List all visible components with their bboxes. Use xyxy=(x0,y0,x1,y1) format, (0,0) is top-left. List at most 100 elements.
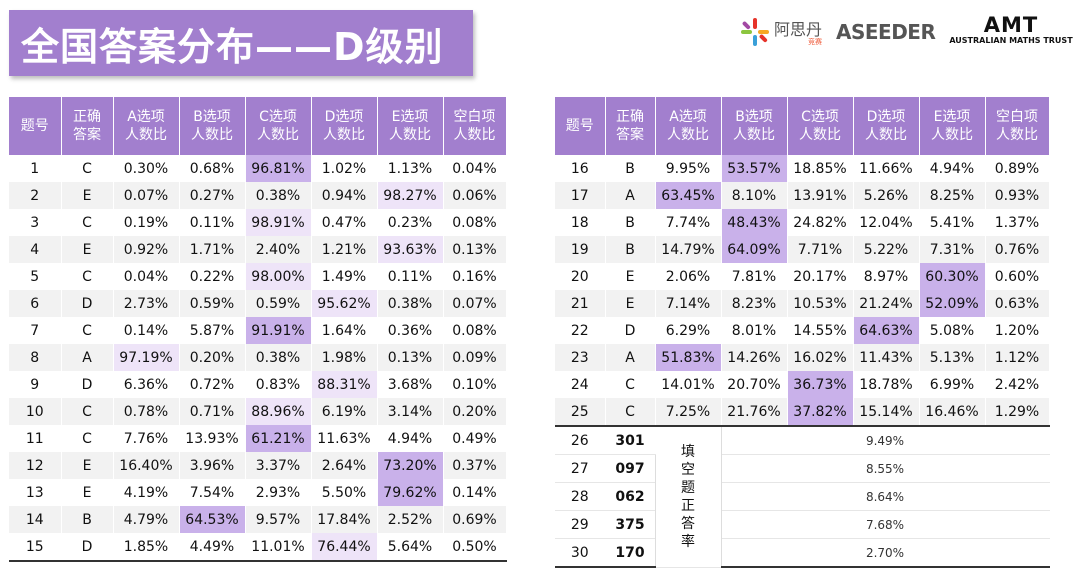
column-header-line: 题号 xyxy=(565,118,594,134)
fill-in-label-char: 答 xyxy=(681,515,695,532)
blank-percent: 0.07% xyxy=(443,290,507,317)
column-header-line: 人数比 xyxy=(191,127,233,143)
correct-answer: E xyxy=(605,290,656,317)
option-e-percent: 73.20% xyxy=(377,452,444,479)
option-c-percent: 11.01% xyxy=(245,533,312,562)
table-row: 19 B 14.79% 64.09% 7.71% 5.22% 7.31% 0.76% xyxy=(555,236,1050,263)
option-c-percent: 3.37% xyxy=(245,452,312,479)
column-header: 正确 答案 xyxy=(61,97,114,155)
option-c-percent: 91.91% xyxy=(245,317,312,344)
option-e-percent: 52.09% xyxy=(919,290,986,317)
column-header: E选项 人数比 xyxy=(919,97,986,155)
option-e-percent: 0.11% xyxy=(377,263,444,290)
option-c-percent: 36.73% xyxy=(787,371,854,398)
option-e-percent: 0.36% xyxy=(377,317,444,344)
table-row: 7 C 0.14% 5.87% 91.91% 1.64% 0.36% 0.08% xyxy=(9,317,507,344)
correct-answer: 170 xyxy=(605,538,656,568)
question-number: 4 xyxy=(9,236,62,263)
question-number: 27 xyxy=(555,454,606,483)
correct-answer: B xyxy=(605,155,656,182)
option-a-percent: 7.25% xyxy=(655,398,722,427)
option-d-percent: 11.43% xyxy=(853,344,920,371)
option-c-percent: 61.21% xyxy=(245,425,312,452)
question-number: 19 xyxy=(555,236,606,263)
column-header-line: C选项 xyxy=(801,109,839,125)
option-d-percent: 2.64% xyxy=(311,452,378,479)
option-d-percent: 64.63% xyxy=(853,317,920,344)
option-d-percent: 0.47% xyxy=(311,209,378,236)
fill-in-correct-rate: 9.49% xyxy=(721,426,1050,455)
blank-percent: 1.37% xyxy=(985,209,1050,236)
option-c-percent: 0.38% xyxy=(245,344,312,371)
question-number: 2 xyxy=(9,182,62,209)
question-number: 23 xyxy=(555,344,606,371)
option-d-percent: 88.31% xyxy=(311,371,378,398)
question-number: 15 xyxy=(9,533,62,562)
option-c-percent: 0.59% xyxy=(245,290,312,317)
option-b-percent: 14.26% xyxy=(721,344,788,371)
table-row: 3 C 0.19% 0.11% 98.91% 0.47% 0.23% 0.08% xyxy=(9,209,507,236)
table-row: 4 E 0.92% 1.71% 2.40% 1.21% 93.63% 0.13% xyxy=(9,236,507,263)
table-row: 15 D 1.85% 4.49% 11.01% 76.44% 5.64% 0.50% xyxy=(9,533,507,562)
column-header-line: A选项 xyxy=(669,109,707,125)
option-b-percent: 64.53% xyxy=(179,506,246,533)
fill-in-correct-rate: 8.64% xyxy=(721,482,1050,511)
option-a-percent: 6.36% xyxy=(113,371,180,398)
column-header: 空白项 人数比 xyxy=(443,97,507,155)
option-d-percent: 17.84% xyxy=(311,506,378,533)
question-number: 25 xyxy=(555,398,606,427)
correct-answer: D xyxy=(61,290,114,317)
column-header: B选项 人数比 xyxy=(721,97,788,155)
option-c-percent: 0.38% xyxy=(245,182,312,209)
option-e-percent: 6.99% xyxy=(919,371,986,398)
option-c-percent: 10.53% xyxy=(787,290,854,317)
option-e-percent: 60.30% xyxy=(919,263,986,290)
option-a-percent: 4.19% xyxy=(113,479,180,506)
table-row: 16 B 9.95% 53.57% 18.85% 11.66% 4.94% 0.89% xyxy=(555,155,1050,182)
question-number: 24 xyxy=(555,371,606,398)
blank-percent: 0.06% xyxy=(443,182,507,209)
option-a-percent: 16.40% xyxy=(113,452,180,479)
fill-row: 29 375 7.68% xyxy=(555,510,1050,539)
column-header: C选项 人数比 xyxy=(787,97,854,155)
option-e-percent: 7.31% xyxy=(919,236,986,263)
correct-answer: C xyxy=(61,155,114,182)
option-b-percent: 1.71% xyxy=(179,236,246,263)
column-header-line: 答案 xyxy=(616,127,644,143)
correct-answer: B xyxy=(61,506,114,533)
blank-percent: 0.10% xyxy=(443,371,507,398)
question-number: 13 xyxy=(9,479,62,506)
correct-answer: D xyxy=(61,533,114,562)
option-b-percent: 4.49% xyxy=(179,533,246,562)
column-header: D选项 人数比 xyxy=(853,97,920,155)
option-e-percent: 0.38% xyxy=(377,290,444,317)
option-e-percent: 4.94% xyxy=(377,425,444,452)
aseeder-cn-sub: 竞赛 xyxy=(808,38,823,46)
correct-answer: C xyxy=(61,398,114,425)
column-header: B选项 人数比 xyxy=(179,97,246,155)
blank-percent: 0.69% xyxy=(443,506,507,533)
fill-row: 28 062 8.64% xyxy=(555,482,1050,511)
blank-percent: 0.14% xyxy=(443,479,507,506)
question-number: 7 xyxy=(9,317,62,344)
column-header: D选项 人数比 xyxy=(311,97,378,155)
column-header-line: E选项 xyxy=(933,109,971,125)
blank-percent: 0.08% xyxy=(443,209,507,236)
option-e-percent: 8.25% xyxy=(919,182,986,209)
amt-short: AMT xyxy=(983,13,1039,37)
column-header-line: 空白项 xyxy=(996,109,1038,125)
table-row: 6 D 2.73% 0.59% 0.59% 95.62% 0.38% 0.07% xyxy=(9,290,507,317)
column-header-line: 人数比 xyxy=(453,127,496,143)
question-number: 6 xyxy=(9,290,62,317)
option-b-percent: 0.11% xyxy=(179,209,246,236)
table-row: 22 D 6.29% 8.01% 14.55% 64.63% 5.08% 1.20% xyxy=(555,317,1050,344)
column-header-line: 人数比 xyxy=(865,127,907,143)
option-a-percent: 9.95% xyxy=(655,155,722,182)
fill-in-correct-rate: 2.70% xyxy=(721,538,1050,568)
fill-in-label: 填空题正答率 xyxy=(654,426,722,568)
column-header: 空白项 人数比 xyxy=(985,97,1050,155)
column-header-line: E选项 xyxy=(391,109,429,125)
table-row: 11 C 7.76% 13.93% 61.21% 11.63% 4.94% 0.49% xyxy=(9,425,507,452)
correct-answer: C xyxy=(61,425,114,452)
fill-row: 27 097 8.55% xyxy=(555,454,1050,483)
